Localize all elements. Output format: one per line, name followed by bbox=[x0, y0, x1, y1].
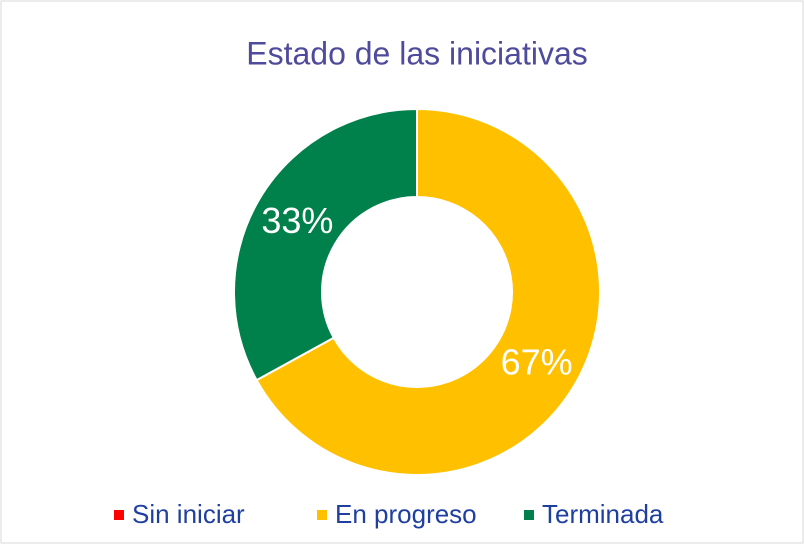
legend-marker bbox=[317, 510, 327, 520]
data-label: 67% bbox=[501, 341, 573, 382]
legend-label: Terminada bbox=[542, 499, 664, 529]
legend-marker bbox=[524, 510, 534, 520]
slice bbox=[255, 107, 601, 476]
data-label: 33% bbox=[261, 200, 333, 241]
legend-label: En progreso bbox=[335, 499, 477, 529]
chart-title: Estado de las iniciativas bbox=[246, 35, 588, 71]
legend-marker bbox=[114, 510, 124, 520]
slice bbox=[233, 107, 418, 382]
legend-label: Sin iniciar bbox=[132, 499, 245, 529]
